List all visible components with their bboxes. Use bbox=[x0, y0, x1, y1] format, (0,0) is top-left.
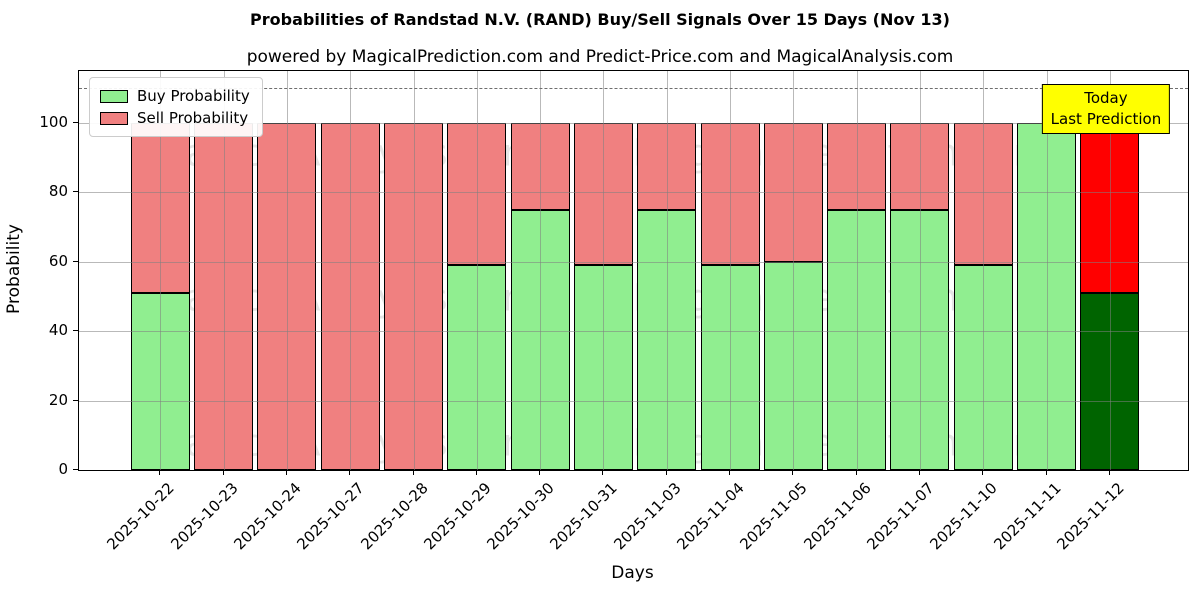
y-axis-label: Probability bbox=[4, 224, 24, 314]
bar-segment-buy bbox=[1080, 293, 1140, 470]
x-tick-label: 2025-10-24 bbox=[230, 479, 305, 554]
x-tick-label: 2025-10-29 bbox=[420, 479, 495, 554]
y-tick-mark bbox=[73, 191, 78, 193]
x-tick-mark bbox=[792, 470, 794, 475]
x-tick-label: 2025-10-23 bbox=[166, 479, 242, 554]
today-annotation: Today Last Prediction bbox=[1041, 84, 1171, 134]
bar-segment-sell bbox=[700, 123, 760, 266]
bar-segment-buy bbox=[953, 265, 1013, 470]
x-tick-label: 2025-10-22 bbox=[103, 479, 179, 554]
bar-segment-sell bbox=[573, 123, 633, 266]
bar-segment-sell bbox=[130, 123, 190, 294]
bar-segment-sell bbox=[637, 123, 697, 210]
x-tick-label: 2025-11-03 bbox=[610, 479, 685, 554]
bar-segment-buy bbox=[510, 209, 570, 470]
today-annotation-line2: Last Prediction bbox=[1050, 110, 1162, 128]
x-tick-label: 2025-11-11 bbox=[989, 479, 1065, 554]
legend-item-buy: Buy Probability bbox=[100, 85, 250, 107]
bar-segment-buy bbox=[637, 209, 697, 470]
bar-segment-buy bbox=[130, 293, 190, 470]
legend-label-buy: Buy Probability bbox=[137, 87, 250, 105]
x-tick-mark bbox=[285, 470, 287, 475]
x-tick-label: 2025-11-10 bbox=[926, 479, 1001, 554]
bar-segment-buy bbox=[890, 209, 950, 470]
x-tick-label: 2025-10-30 bbox=[483, 479, 558, 554]
chart-subtitle: powered by MagicalPrediction.com and Pre… bbox=[246, 47, 954, 67]
x-tick-mark bbox=[222, 470, 224, 475]
x-tick-label: 2025-11-07 bbox=[863, 479, 938, 554]
x-tick-label: 2025-11-04 bbox=[673, 479, 748, 554]
bar-segment-buy bbox=[763, 261, 823, 470]
plot-area: MagicalAnalysis.comMagicalPrediction.com… bbox=[78, 70, 1189, 471]
y-tick-mark bbox=[73, 260, 78, 262]
x-tick-mark bbox=[475, 470, 477, 475]
x-tick-label: 2025-10-28 bbox=[356, 479, 432, 554]
y-tick-label: 20 bbox=[48, 390, 68, 409]
x-tick-mark bbox=[982, 470, 984, 475]
bar-segment-sell bbox=[953, 123, 1013, 266]
x-tick-mark bbox=[855, 470, 857, 475]
x-tick-mark bbox=[349, 470, 351, 475]
bar-segment-sell bbox=[827, 123, 887, 210]
x-tick-label: 2025-10-31 bbox=[546, 479, 622, 554]
bar-segment-sell bbox=[257, 123, 317, 470]
bar-segment-sell bbox=[194, 123, 254, 470]
x-axis-label: Days bbox=[611, 563, 654, 583]
x-tick-mark bbox=[412, 470, 414, 475]
chart-title: Probabilities of Randstad N.V. (RAND) Bu… bbox=[250, 10, 950, 29]
y-tick-label: 100 bbox=[39, 113, 68, 132]
x-tick-label: 2025-11-05 bbox=[736, 479, 812, 554]
bar-segment-buy bbox=[573, 265, 633, 470]
bar-segment-sell bbox=[384, 123, 443, 470]
bar-segment-buy bbox=[827, 209, 887, 470]
y-tick-mark bbox=[73, 122, 78, 124]
x-tick-mark bbox=[1108, 470, 1110, 475]
buy-probability-swatch bbox=[100, 89, 128, 103]
y-tick-label: 40 bbox=[48, 321, 68, 340]
y-tick-label: 0 bbox=[58, 460, 68, 478]
x-tick-mark bbox=[1045, 470, 1047, 475]
x-tick-label: 2025-11-06 bbox=[799, 479, 875, 554]
x-tick-label: 2025-10-27 bbox=[293, 479, 368, 554]
bar-segment-sell bbox=[763, 123, 823, 262]
x-tick-mark bbox=[665, 470, 667, 475]
bar-segment-sell bbox=[447, 123, 507, 266]
x-tick-mark bbox=[602, 470, 604, 475]
y-tick-mark bbox=[73, 399, 78, 401]
x-tick-mark bbox=[918, 470, 920, 475]
y-tick-label: 60 bbox=[48, 251, 68, 270]
x-tick-label: 2025-11-12 bbox=[1053, 479, 1128, 554]
sell-probability-swatch bbox=[100, 111, 128, 125]
y-tick-label: 80 bbox=[48, 182, 68, 201]
legend-label-sell: Sell Probability bbox=[137, 109, 249, 127]
legend-item-sell: Sell Probability bbox=[100, 107, 250, 129]
bar-segment-buy bbox=[700, 265, 760, 470]
bar-segment-sell bbox=[320, 123, 380, 470]
bar-segment-sell bbox=[890, 123, 950, 210]
y-tick-mark bbox=[73, 330, 78, 332]
legend: Buy Probability Sell Probability bbox=[89, 77, 263, 137]
bar-segment-buy bbox=[447, 265, 507, 470]
bar-segment-buy bbox=[1017, 123, 1076, 470]
bar-segment-sell bbox=[510, 123, 570, 210]
bar-segment-sell bbox=[1080, 123, 1140, 294]
x-tick-mark bbox=[729, 470, 730, 475]
today-annotation-line1: Today bbox=[1084, 89, 1128, 107]
y-tick-mark bbox=[73, 469, 78, 470]
x-tick-mark bbox=[539, 470, 541, 475]
x-tick-mark bbox=[159, 470, 161, 475]
